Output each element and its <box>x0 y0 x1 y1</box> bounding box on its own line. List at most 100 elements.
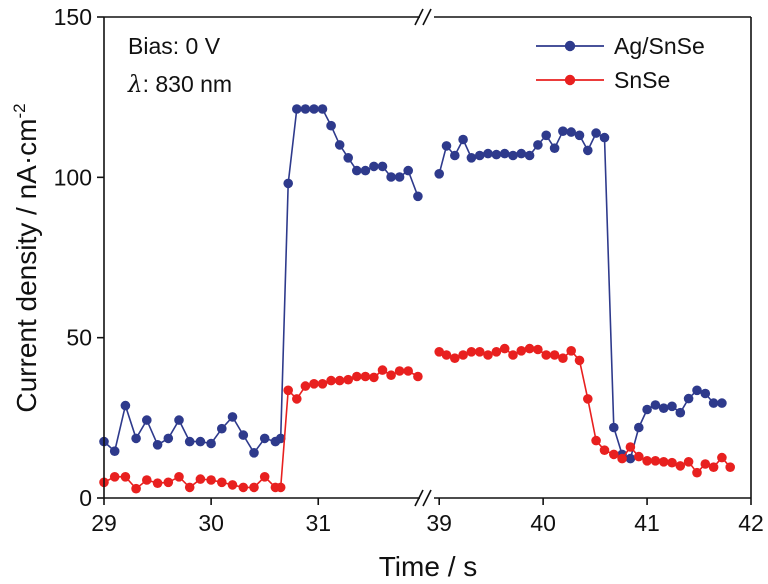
data-point-snse <box>206 475 216 485</box>
y-tick-label: 150 <box>54 4 92 30</box>
data-point-ag-snse <box>474 150 485 161</box>
series-ag-snse <box>99 104 727 464</box>
data-point-snse <box>549 350 560 360</box>
data-point-ag-snse <box>152 440 163 450</box>
data-point-ag-snse <box>700 388 711 399</box>
data-point-ag-snse <box>508 150 518 161</box>
data-point-snse <box>558 353 568 364</box>
data-point-snse <box>474 347 485 357</box>
data-point-snse <box>524 343 535 354</box>
x-tick-label: 40 <box>530 510 556 536</box>
lambda-symbol: λ <box>127 72 143 98</box>
data-point-ag-snse <box>275 433 286 444</box>
data-point-snse <box>599 445 610 456</box>
data-point-ag-snse <box>549 143 560 153</box>
data-point-ag-snse <box>334 140 345 150</box>
data-point-snse <box>683 457 694 467</box>
data-point-snse <box>708 462 719 473</box>
data-point-ag-snse <box>317 104 328 114</box>
data-point-snse <box>574 355 585 366</box>
ticks: 29 30 31 39 40 41 42 0 50 100 150 <box>54 4 764 536</box>
data-point-snse <box>413 371 423 382</box>
data-point-snse <box>184 482 195 493</box>
data-point-ag-snse <box>491 149 502 160</box>
data-point-ag-snse <box>516 148 527 159</box>
data-point-snse <box>275 482 286 493</box>
series-snse <box>99 343 735 494</box>
axis-break-bottom <box>414 489 432 507</box>
data-point-ag-snse <box>441 141 452 151</box>
data-point-ag-snse <box>403 165 414 176</box>
axis-break-top <box>414 8 432 26</box>
data-point-snse <box>300 381 311 391</box>
data-point-ag-snse <box>591 128 601 138</box>
data-point-snse <box>591 435 601 446</box>
annotation-bias: Bias: 0 V <box>128 33 221 59</box>
data-point-ag-snse <box>394 172 405 182</box>
data-point-snse <box>566 346 576 356</box>
data-point-ag-snse <box>309 104 319 114</box>
data-point-snse <box>283 385 294 396</box>
data-point-snse <box>377 365 388 375</box>
y-axis-label: Current density / nA·cm-2 <box>10 103 42 412</box>
legend-label-snse: SnSe <box>614 67 670 93</box>
data-point-snse <box>441 350 452 360</box>
data-point-snse <box>650 456 661 466</box>
data-point-snse <box>458 350 468 360</box>
data-point-snse <box>483 350 493 360</box>
x-tick-label: 29 <box>91 510 117 536</box>
legend: Ag/SnSe SnSe <box>536 33 705 93</box>
data-point-ag-snse <box>499 148 510 159</box>
data-point-ag-snse <box>377 161 388 172</box>
data-point-snse <box>541 350 551 360</box>
data-point-ag-snse <box>413 191 423 202</box>
data-point-snse <box>675 461 686 471</box>
data-point-snse <box>326 375 336 386</box>
data-point-ag-snse <box>174 415 184 425</box>
data-point-ag-snse <box>541 130 551 141</box>
data-point-snse <box>152 478 163 489</box>
data-point-ag-snse <box>558 126 568 136</box>
data-point-ag-snse <box>625 453 636 464</box>
data-point-snse <box>583 394 593 404</box>
data-point-ag-snse <box>292 104 302 114</box>
data-point-snse <box>450 353 460 364</box>
data-point-ag-snse <box>283 178 294 189</box>
data-point-ag-snse <box>599 132 610 143</box>
data-point-snse <box>174 472 184 482</box>
annotation-wavelength: λ: 830 nm <box>127 71 232 98</box>
x-tick-label: 39 <box>426 510 452 536</box>
data-point-ag-snse <box>658 403 669 414</box>
data-point-snse <box>249 482 259 493</box>
data-point-snse <box>386 370 396 381</box>
data-point-ag-snse <box>343 153 354 163</box>
data-point-snse <box>217 477 227 488</box>
data-point-snse <box>394 366 405 376</box>
data-point-snse <box>717 452 727 463</box>
data-point-ag-snse <box>360 165 371 176</box>
data-point-ag-snse <box>249 448 259 458</box>
data-point-snse <box>142 475 152 485</box>
data-point-ag-snse <box>109 446 120 457</box>
data-point-snse <box>658 457 669 467</box>
data-point-snse <box>131 483 141 494</box>
data-point-snse <box>352 371 362 382</box>
x-tick-label: 30 <box>198 510 224 536</box>
data-point-ag-snse <box>466 153 477 163</box>
data-point-snse <box>667 457 677 468</box>
data-point-snse <box>227 480 238 490</box>
data-point-ag-snse <box>120 400 131 411</box>
data-point-ag-snse <box>142 415 152 425</box>
data-point-ag-snse <box>386 172 396 182</box>
data-point-snse <box>238 482 249 493</box>
data-point-ag-snse <box>369 161 379 172</box>
data-point-snse <box>642 456 652 466</box>
data-point-snse <box>343 374 354 385</box>
data-point-snse <box>163 477 174 488</box>
y-tick-label: 0 <box>79 485 92 511</box>
x-tick-label: 42 <box>738 510 764 536</box>
data-point-snse <box>195 474 206 484</box>
data-point-ag-snse <box>609 422 619 433</box>
data-point-ag-snse <box>131 433 141 444</box>
